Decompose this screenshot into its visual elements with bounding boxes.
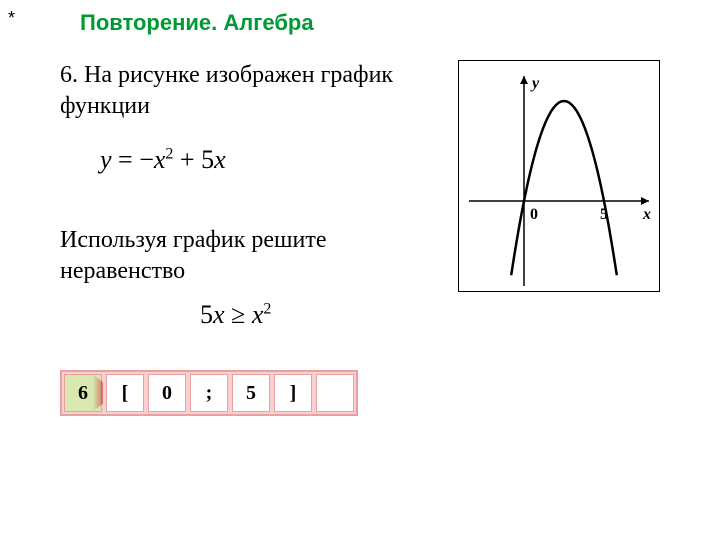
equation-function: y = −x2 + 5x [100, 145, 226, 175]
function-graph: yx05 [458, 60, 660, 292]
answer-cell-5: ] [274, 374, 312, 412]
problem-line1: 6. На рисунке изображен график функции [60, 60, 420, 122]
problem-line2: Используя график решите неравенство [60, 225, 420, 287]
answer-cell-0: 6 [64, 374, 102, 412]
equation-inequality: 5x ≥ x2 [200, 300, 271, 330]
answer-cell-4: 5 [232, 374, 270, 412]
answer-cell-3: ; [190, 374, 228, 412]
answer-cell-1: [ [106, 374, 144, 412]
answer-cell-2: 0 [148, 374, 186, 412]
svg-text:x: x [642, 206, 651, 223]
svg-text:0: 0 [530, 206, 538, 223]
svg-text:y: y [530, 75, 540, 92]
page-title: Повторение. Алгебра [80, 10, 314, 36]
answer-strip: 6 [ 0 ; 5 ] [60, 370, 358, 416]
answer-cell-6 [316, 374, 354, 412]
asterisk: * [8, 8, 15, 28]
